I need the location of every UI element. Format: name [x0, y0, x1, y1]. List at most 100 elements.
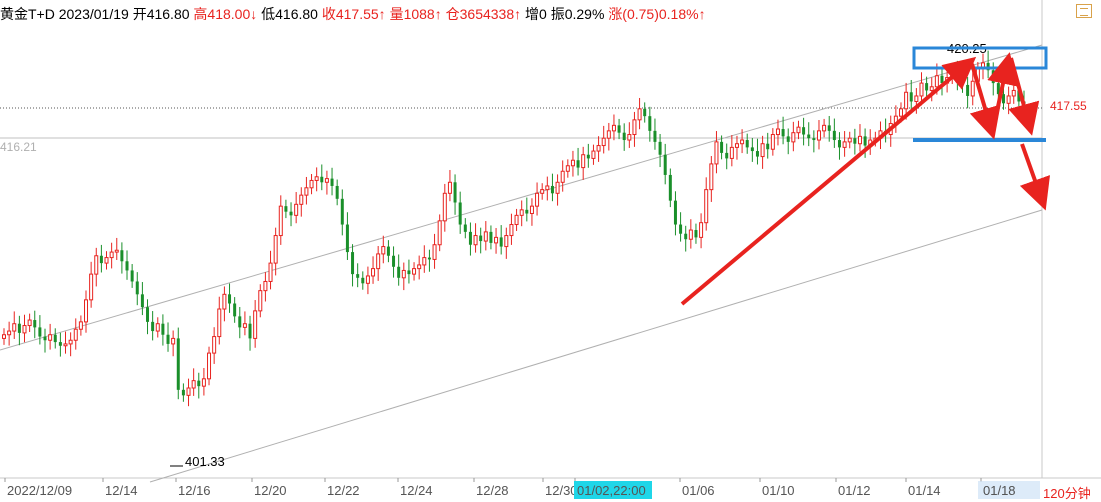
candle-body	[376, 253, 381, 270]
candle-body	[648, 116, 652, 131]
candle-body	[294, 203, 299, 216]
candle-body	[27, 319, 32, 327]
candle-body	[84, 299, 89, 323]
high-price: 高418.00↓	[193, 6, 258, 22]
candle-body	[673, 200, 677, 225]
candle-body	[412, 268, 417, 275]
candle-body	[120, 250, 124, 262]
close-price: 收417.55↑	[321, 6, 386, 22]
candle-body	[432, 244, 437, 260]
candle-body	[314, 176, 319, 181]
channel-upper-line	[0, 44, 1043, 351]
oi-change: 增0	[525, 6, 547, 22]
candle-body	[576, 160, 580, 168]
cursor-time-bg	[574, 481, 652, 499]
candle-body	[565, 165, 570, 172]
candle-body	[679, 224, 683, 234]
candle-body	[201, 378, 206, 387]
candle-body	[529, 205, 534, 215]
candle-body	[606, 130, 611, 139]
candle-body	[966, 84, 970, 96]
candle-body	[345, 224, 349, 253]
candle-body	[422, 257, 427, 266]
candle-body	[725, 152, 729, 159]
volume: 量1088↑	[389, 6, 442, 22]
candle-body	[791, 132, 796, 143]
candle-body	[186, 387, 191, 396]
candle-body	[151, 321, 155, 332]
candle-body	[745, 140, 749, 148]
candle-body	[857, 135, 862, 145]
candle-body	[816, 130, 821, 141]
candle-body	[181, 389, 185, 396]
candle-body	[89, 273, 94, 301]
trend-arrow	[1019, 143, 1051, 211]
candle-body	[468, 231, 472, 245]
settings-icon[interactable]	[1076, 4, 1092, 18]
candle-body	[473, 235, 478, 246]
candle-body	[146, 307, 150, 322]
trend-arrow	[987, 52, 1019, 131]
candle-body	[68, 339, 73, 345]
candle-body	[140, 294, 144, 308]
candle-body	[356, 274, 360, 278]
candle-body	[166, 334, 170, 344]
candle-body	[212, 336, 217, 354]
candle-body	[925, 83, 929, 91]
candle-body	[386, 246, 390, 256]
candle-body	[766, 143, 770, 150]
candle-body	[996, 83, 1000, 95]
candle-body	[494, 236, 499, 244]
candle-body	[601, 137, 606, 147]
candle-body	[847, 137, 852, 143]
candle-body	[663, 154, 667, 175]
price-change: 涨(0.75)0.18%↑	[608, 6, 706, 22]
candle-body	[479, 235, 483, 242]
candle-body	[904, 91, 909, 110]
candle-body	[371, 268, 376, 277]
candle-body	[12, 323, 17, 332]
x-tick-label: 01/14	[908, 483, 941, 498]
candle-body	[699, 222, 704, 238]
period-selector[interactable]: 120分钟	[1043, 486, 1091, 501]
candle-body	[114, 249, 119, 253]
candle-body	[453, 182, 457, 203]
candle-body	[63, 343, 68, 347]
candle-body	[622, 132, 626, 141]
candle-body	[330, 178, 334, 186]
candle-body	[392, 255, 396, 267]
candle-body	[632, 119, 637, 136]
candle-body	[684, 233, 688, 240]
candle-body	[581, 154, 586, 169]
candle-body	[161, 323, 165, 335]
open-price: 开416.80	[132, 6, 190, 22]
x-tick-label: 12/14	[105, 483, 138, 498]
candle-body	[361, 277, 365, 284]
candle-body	[33, 320, 37, 328]
candle-body	[688, 229, 693, 240]
x-tick-label: 2022/12/09	[7, 483, 72, 498]
candle-body	[207, 352, 212, 380]
candle-body	[540, 189, 545, 194]
candle-body	[740, 139, 745, 145]
candle-body	[535, 192, 540, 207]
candle-body	[94, 255, 99, 275]
candle-body	[489, 231, 493, 243]
reference-price-label: 416.21	[0, 140, 37, 154]
candle-body	[755, 151, 759, 157]
candle-body	[253, 310, 258, 339]
candle-body	[304, 187, 309, 196]
candle-body	[1001, 94, 1005, 104]
candle-body	[519, 209, 524, 216]
candle-body	[709, 163, 714, 191]
candle-body	[807, 134, 811, 139]
quote-date: 2023/01/19	[58, 6, 129, 22]
candle-body	[934, 75, 939, 88]
candle-body	[381, 246, 386, 255]
candle-body	[191, 380, 196, 389]
x-tick-label: 01/12	[838, 483, 871, 498]
candle-body	[320, 176, 324, 183]
candle-body	[268, 262, 273, 282]
candle-body	[171, 337, 176, 345]
candle-body	[560, 170, 565, 183]
